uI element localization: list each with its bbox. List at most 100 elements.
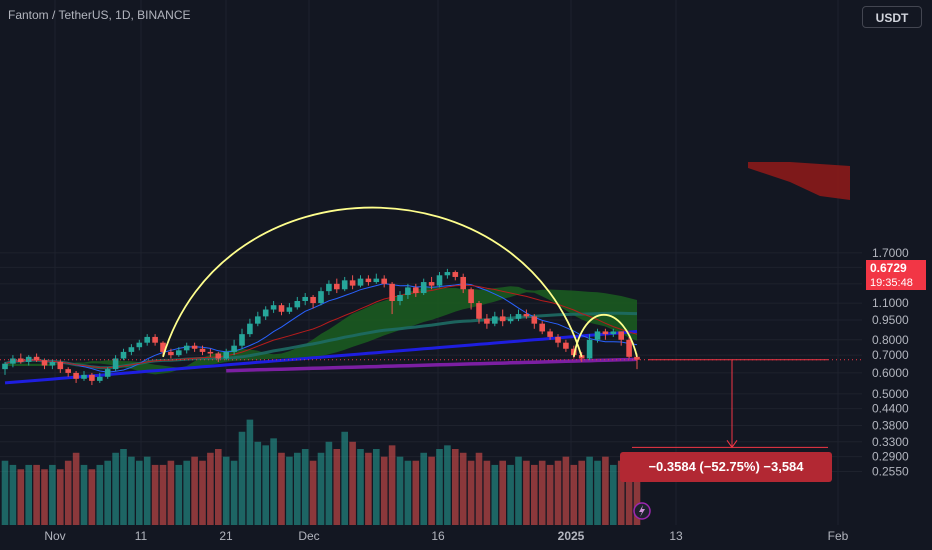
volume-bar: [349, 441, 356, 525]
volume-bar: [57, 469, 64, 525]
volume-bar: [333, 448, 341, 525]
candle-body: [571, 348, 577, 356]
volume-bar: [341, 431, 348, 525]
candle-body: [120, 351, 127, 359]
candle-body: [334, 283, 340, 290]
pattern-overlays: [0, 206, 862, 520]
volume-bar: [230, 460, 238, 525]
candle-body: [634, 356, 640, 360]
volume-bar: [617, 460, 625, 525]
volume-bar: [373, 448, 380, 525]
volume-bar: [151, 464, 159, 525]
volume-bar: [286, 456, 293, 525]
handle-curve: [572, 314, 638, 358]
cloud-bullish: [5, 286, 637, 375]
candle-body: [262, 309, 269, 317]
y-tick-label: 0.3800: [872, 419, 909, 433]
candle-body: [547, 331, 553, 337]
volume-bar: [586, 456, 593, 525]
volume-bar: [136, 460, 143, 525]
volume-bar: [215, 448, 222, 525]
volume-bar: [562, 456, 570, 525]
volume-bar: [459, 452, 467, 525]
volume-bar: [380, 456, 388, 525]
candle-body: [10, 358, 16, 364]
candle-body: [136, 342, 143, 348]
candle-body: [499, 316, 506, 322]
time-axis[interactable]: Nov 11 21 Dec 16 2025 13 Feb: [44, 529, 848, 543]
volume-bar: [9, 464, 17, 525]
candle-body: [594, 331, 601, 340]
x-tick-label: Nov: [44, 529, 65, 543]
volume-bar: [531, 464, 538, 525]
volume-bar: [33, 464, 40, 525]
volume-bar: [64, 460, 72, 525]
candle-body: [460, 276, 466, 290]
candle-body: [523, 314, 530, 317]
candle-body: [436, 275, 443, 286]
candle-body: [373, 278, 380, 283]
measure-arrow: [726, 440, 738, 449]
candle-body: [389, 283, 395, 301]
y-tick-label: 0.6000: [872, 366, 909, 380]
currency-button[interactable]: USDT: [862, 6, 922, 28]
volume-bar: [254, 441, 262, 525]
volume-bar: [167, 460, 175, 525]
x-tick-label: 13: [669, 529, 683, 543]
candle-body: [207, 351, 214, 354]
volume-bar: [120, 448, 127, 525]
candle-body: [578, 355, 585, 359]
chart-title: Fantom / TetherUS, 1D, BINANCE: [8, 8, 191, 22]
volume-bar: [507, 464, 514, 525]
y-tick-label: 0.9500: [872, 313, 909, 327]
volume-bar: [104, 460, 111, 525]
candle-body: [563, 342, 569, 349]
volume-bar: [25, 464, 32, 525]
volume-bar: [128, 456, 135, 525]
candle-body: [176, 350, 182, 356]
volume-bar: [207, 452, 214, 525]
candle-body: [539, 323, 545, 332]
candle-body: [326, 283, 332, 292]
base-line: [4, 284, 638, 369]
volume-bar: [365, 452, 372, 525]
candle-body: [349, 280, 356, 286]
volume-bar: [633, 460, 641, 525]
candle-body: [428, 282, 435, 286]
candle-body: [357, 278, 364, 286]
x-tick-label: Dec: [298, 529, 319, 543]
candle-body: [586, 339, 593, 359]
x-tick-label: Feb: [828, 529, 849, 543]
candle-body: [531, 316, 538, 324]
last-price: 0.6729: [870, 261, 907, 275]
candle-body: [49, 361, 56, 366]
candle-body: [610, 331, 617, 335]
candle-body: [160, 342, 166, 352]
volume-bar: [412, 460, 420, 525]
volume-bar: [1, 460, 9, 525]
candle-body: [365, 278, 372, 283]
y-tick-label: 0.2550: [872, 465, 909, 479]
candle-body: [341, 280, 348, 290]
volume-bar: [294, 452, 301, 525]
lightning-glyph: [639, 505, 645, 517]
y-tick-label: 1.1000: [872, 296, 909, 310]
volume-bar: [96, 464, 104, 525]
volume-bar: [317, 452, 325, 525]
volume-bar: [602, 456, 609, 525]
candle-body: [223, 351, 229, 359]
candle-body: [183, 345, 190, 351]
volume-bar: [554, 460, 562, 525]
candle-body: [112, 358, 119, 370]
candlesticks: [2, 268, 640, 386]
candle-body: [73, 372, 79, 379]
volume-bar: [41, 469, 48, 525]
volume-bar: [72, 452, 80, 525]
volume-bar: [357, 448, 364, 525]
volume-bar: [428, 456, 435, 525]
candle-body: [199, 348, 206, 352]
y-tick-label: 0.8000: [872, 333, 909, 347]
candle-body: [239, 334, 245, 346]
candle-body: [413, 287, 419, 294]
volume-bar: [436, 448, 443, 525]
